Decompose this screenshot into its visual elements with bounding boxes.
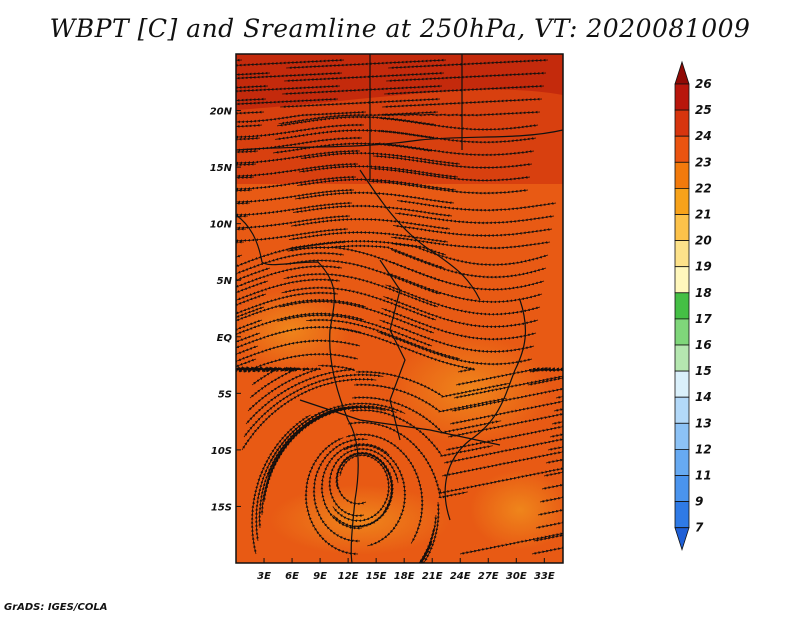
streamline (384, 84, 545, 96)
x-tick-label: 9E (313, 571, 327, 582)
colorbar-swatch (674, 266, 690, 294)
colorbar-swatch (674, 292, 690, 320)
streamline (294, 191, 455, 205)
map-area (236, 54, 563, 563)
x-tick-label: 15E (366, 571, 387, 582)
x-tick-label: 12E (338, 571, 359, 582)
colorbar-label: 20 (695, 234, 712, 248)
colorbar-swatch (674, 109, 690, 137)
colorbar-swatch (674, 318, 690, 346)
y-tick-label: 15S (211, 502, 232, 513)
x-tick-label: 33E (534, 571, 555, 582)
x-tick-label: 18E (394, 571, 415, 582)
streamline (396, 199, 557, 212)
x-axis: 3E 6E 9E 12E 15E 18E 21E 24E 27E 30E 33E (257, 558, 555, 582)
colorbar-swatch (674, 501, 690, 529)
colorbar-swatch (674, 448, 690, 476)
y-tick-label: EQ (217, 333, 233, 344)
colorbar-swatch (674, 83, 690, 111)
y-axis: 20N 15N 10N 5N EQ 5S 10S 15S (210, 107, 241, 513)
x-tick-label: 30E (506, 571, 527, 582)
x-tick-label: 21E (422, 571, 443, 582)
colorbar-label: 14 (695, 390, 712, 404)
colorbar-label: 18 (695, 286, 712, 300)
x-tick-label: 6E (285, 571, 299, 582)
x-tick-label: 3E (257, 571, 271, 582)
streamline (420, 540, 433, 563)
x-tick-label: 24E (450, 571, 471, 582)
colorbar-label: 25 (695, 103, 712, 117)
streamline (380, 110, 541, 117)
colorbar-label: 13 (695, 416, 712, 430)
streamline (388, 58, 549, 70)
y-tick-label: 20N (210, 107, 233, 118)
colorbar-label: 21 (695, 208, 712, 222)
colorbar: 26 25 24 23 22 21 20 19 18 17 16 15 14 13 12 11 9 7 (674, 60, 712, 552)
streamline (392, 224, 553, 238)
colorbar-swatch (674, 214, 690, 242)
streamline (541, 484, 563, 490)
colorbar-swatch (674, 187, 690, 215)
colorbar-swatch (674, 422, 690, 450)
streamline (304, 437, 359, 556)
streamline (394, 212, 555, 225)
colorbar-swatch (674, 475, 690, 503)
chart-title: WBPT [C] and Sreamline at 250hPa, VT: 20… (49, 14, 751, 43)
grads-credit: GrADS: IGES/COLA (4, 602, 108, 613)
colorbar-label: 15 (695, 364, 712, 378)
colorbar-label: 11 (695, 469, 712, 483)
colorbar-swatch (674, 370, 690, 398)
streamline (537, 509, 563, 516)
x-tick-label: 27E (478, 571, 499, 582)
colorbar-swatch (674, 161, 690, 189)
colorbar-swatch (674, 240, 690, 268)
colorbar-label: 12 (695, 442, 712, 456)
streamline (236, 227, 349, 243)
colorbar-bottom-arrow (674, 527, 690, 552)
streamline (335, 327, 476, 373)
colorbar-top-arrow (674, 60, 690, 85)
streamline (236, 201, 353, 217)
streamline (250, 414, 311, 555)
streamline (236, 214, 351, 230)
field-patch-south (270, 485, 450, 555)
colorbar-label: 24 (695, 129, 712, 143)
streamline (438, 467, 563, 494)
colorbar-label: 23 (695, 155, 712, 169)
y-tick-label: 10N (210, 220, 233, 231)
colorbar-swatch (674, 396, 690, 424)
y-tick-label: 5N (217, 276, 233, 287)
y-tick-label: 15N (210, 163, 233, 174)
field-patch-southeast (470, 470, 563, 550)
colorbar-swatch (674, 344, 690, 372)
colorbar-label: 19 (695, 260, 712, 274)
colorbar-label: 22 (695, 181, 712, 195)
colorbar-label: 26 (695, 77, 712, 91)
streamline (531, 546, 563, 555)
y-tick-label: 5S (218, 389, 232, 400)
colorbar-label: 17 (695, 312, 712, 326)
streamline (376, 129, 537, 144)
streamlines (236, 58, 563, 563)
colorbar-label: 16 (695, 338, 712, 352)
streamline (378, 117, 539, 131)
colorbar-label: 7 (695, 521, 704, 535)
colorbar-label: 9 (695, 495, 703, 509)
colorbar-swatch (674, 135, 690, 163)
streamline (459, 532, 563, 555)
streamline (368, 180, 529, 195)
plot-frame (235, 53, 564, 564)
streamline (386, 71, 547, 83)
coastlines (236, 54, 563, 563)
streamline (535, 521, 563, 529)
y-tick-label: 10S (211, 446, 232, 457)
